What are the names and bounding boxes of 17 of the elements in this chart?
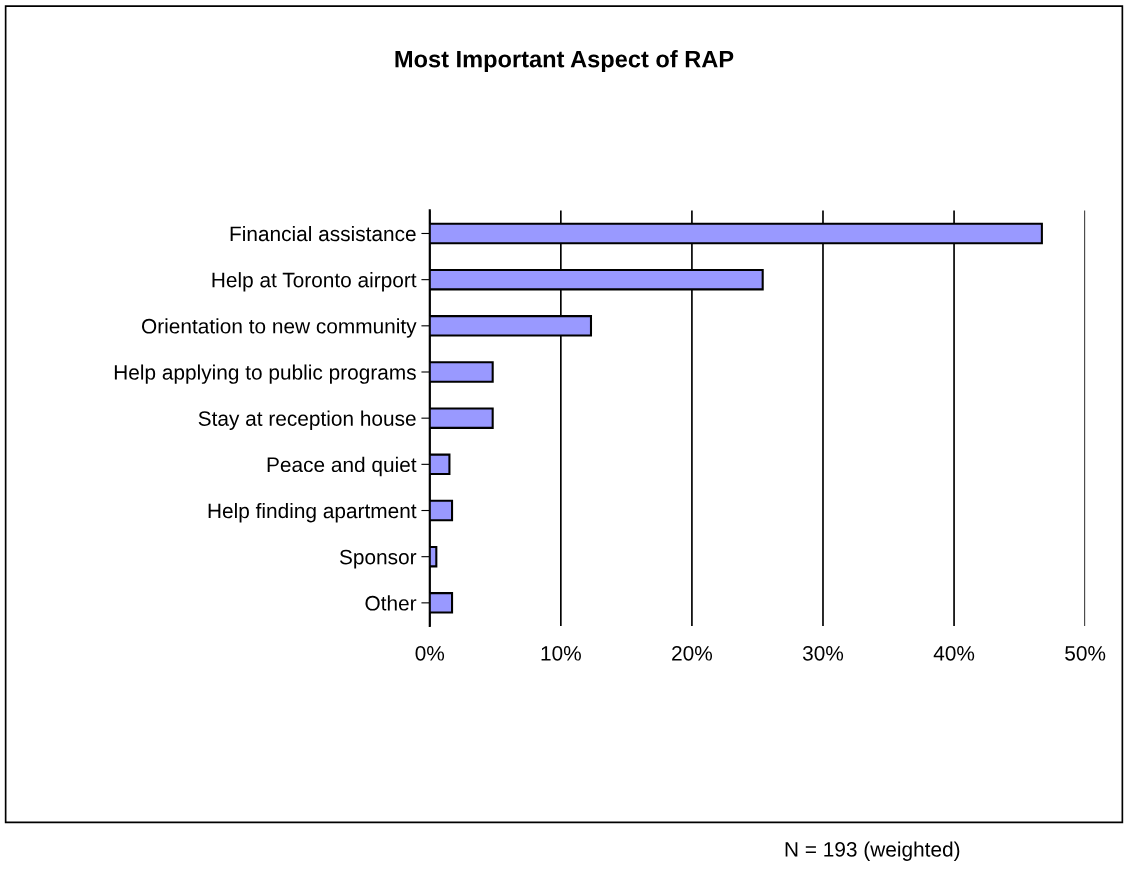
y-tick-label: Stay at reception house	[198, 410, 416, 431]
y-tick-label: Help finding apartment	[208, 502, 417, 523]
y-tick-label: Sponsor	[339, 549, 417, 569]
x-tick-label: 10%	[541, 645, 581, 661]
x-tick-label: 20%	[672, 645, 713, 661]
chart-title: Most Important Aspect of RAP	[395, 50, 734, 73]
x-tick-label: 50%	[1065, 645, 1106, 661]
text: N = 193 (weighted)	[785, 841, 960, 861]
x-tick-label: 30%	[802, 645, 844, 661]
y-tick-label: Help applying to public programs	[114, 364, 416, 384]
y-tick-label: Financial assistance	[230, 225, 416, 242]
y-tick-label: Orientation to new community	[141, 318, 417, 338]
y-tick-label: Other	[365, 595, 417, 611]
y-tick-label: Help at Toronto airport	[212, 272, 417, 292]
x-tick-label: 40%	[933, 645, 975, 661]
y-tick-label: Peace and quiet	[267, 456, 417, 477]
x-tick-label: 0%	[415, 645, 445, 661]
